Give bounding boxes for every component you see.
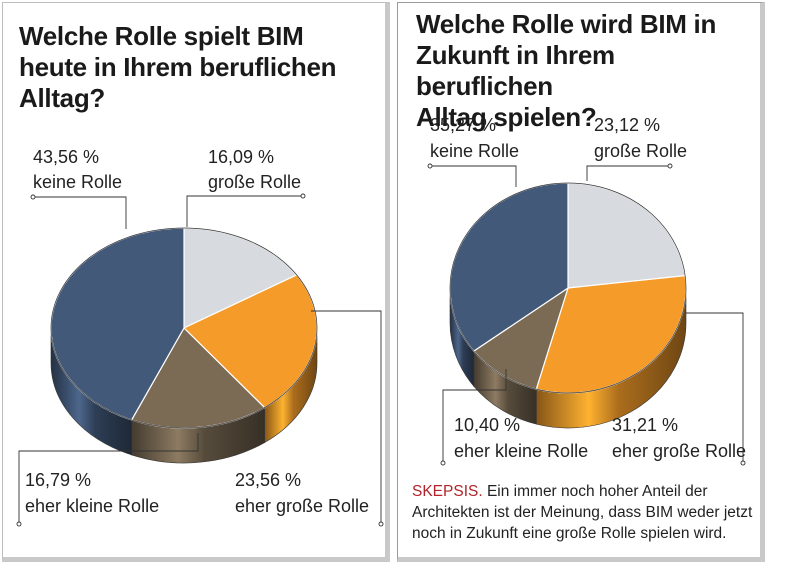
leader-line	[33, 196, 127, 229]
pie-chart-today	[16, 193, 384, 527]
pie-chart-future	[427, 163, 746, 466]
leader-dot	[300, 193, 306, 199]
leader-dot	[667, 163, 673, 169]
leader-line	[686, 312, 744, 463]
leader-line	[311, 310, 382, 524]
leader-dot	[440, 460, 446, 466]
label-keine-pct: 43,56 %	[33, 147, 100, 167]
label-kleine-pct: 10,40 %	[454, 415, 521, 435]
pie-slice-grosse-rolle	[567, 182, 686, 289]
chart-panel-future: Welche Rolle wird BIM in Zukunft in Ihre…	[397, 2, 765, 562]
leader-line	[18, 433, 199, 524]
leader-line	[442, 369, 507, 463]
label-ehergross-name: eher große Rolle	[612, 441, 747, 461]
chart-panel-today: Welche Rolle spielt BIM heute in Ihrem b…	[2, 2, 390, 562]
pie-outline	[50, 227, 318, 429]
label-kleine-name: eher kleine Rolle	[454, 441, 589, 461]
leader-line	[430, 165, 517, 187]
label-gross-pct: 16,09 %	[208, 147, 275, 167]
chart-title-future: Welche Rolle wird BIM in Zukunft in Ihre…	[416, 9, 717, 132]
leader-line	[586, 165, 670, 181]
label-keine-name: keine Rolle	[33, 172, 123, 192]
label-kleine-name: eher kleine Rolle	[25, 496, 160, 516]
leader-dot	[378, 521, 384, 527]
label-keine-name: keine Rolle	[430, 141, 520, 161]
leader-line	[186, 195, 303, 227]
leader-dot	[427, 163, 433, 169]
leader-dot	[30, 194, 36, 200]
label-keine-pct: 35,27 %	[430, 115, 497, 135]
label-gross-name: große Rolle	[594, 141, 688, 161]
caption-keyword: SKEPSIS.	[412, 483, 483, 500]
leader-dot	[16, 521, 22, 527]
label-kleine-pct: 16,79 %	[25, 470, 92, 490]
leader-dot	[740, 460, 746, 466]
label-ehergross-name: eher große Rolle	[235, 496, 370, 516]
caption-text: Ein immer noch hoher Anteil der Architek…	[412, 483, 753, 542]
caption: SKEPSIS. Ein immer noch hoher Anteil der…	[412, 481, 757, 544]
label-ehergross-pct: 31,21 %	[612, 415, 679, 435]
label-gross-name: große Rolle	[208, 172, 302, 192]
label-ehergross-pct: 23,56 %	[235, 470, 302, 490]
label-gross-pct: 23,12 %	[594, 115, 661, 135]
chart-title-today: Welche Rolle spielt BIM heute in Ihrem b…	[19, 21, 337, 113]
pie-outline	[449, 182, 687, 394]
